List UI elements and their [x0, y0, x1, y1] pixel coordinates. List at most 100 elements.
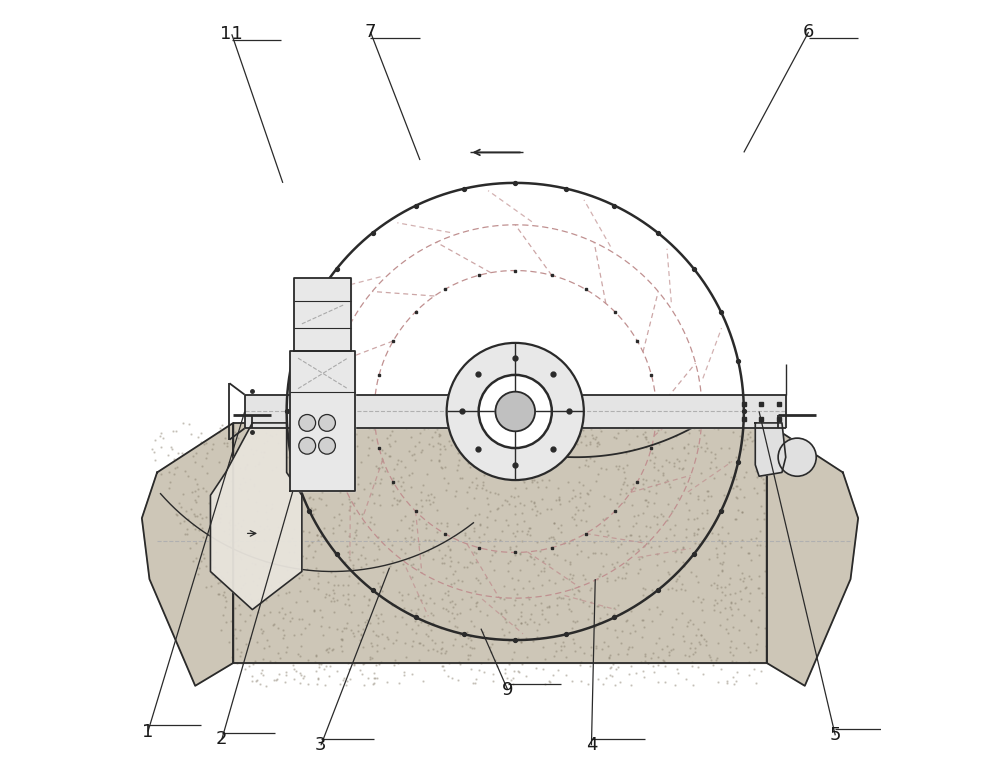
Point — [675, 629, 691, 642]
Point — [536, 565, 552, 578]
Point — [366, 537, 382, 549]
Point — [757, 436, 773, 448]
Point — [291, 572, 307, 584]
Point — [614, 572, 630, 584]
Point — [387, 435, 403, 447]
Point — [599, 623, 615, 635]
Point — [718, 623, 734, 635]
Point — [681, 649, 697, 661]
Circle shape — [778, 438, 816, 476]
Point — [284, 484, 300, 496]
Point — [319, 643, 335, 655]
Point — [513, 636, 529, 648]
Point — [635, 582, 651, 594]
Point — [282, 535, 298, 547]
Point — [588, 642, 604, 654]
Point — [517, 616, 533, 628]
Point — [730, 603, 746, 615]
Point — [471, 664, 487, 677]
Point — [717, 581, 733, 593]
Point — [593, 425, 609, 437]
Point — [301, 618, 317, 630]
Point — [270, 437, 286, 449]
Point — [223, 534, 239, 546]
Point — [232, 624, 248, 636]
Point — [394, 610, 410, 623]
Point — [424, 431, 440, 443]
Point — [303, 502, 319, 514]
Point — [719, 677, 735, 689]
Point — [437, 461, 453, 473]
Point — [644, 584, 660, 596]
Point — [232, 608, 248, 620]
Point — [331, 519, 347, 531]
Point — [161, 482, 177, 495]
Point — [437, 587, 453, 599]
Point — [467, 677, 483, 689]
Point — [234, 657, 250, 669]
Point — [486, 540, 502, 552]
Point — [452, 472, 468, 485]
Point — [374, 443, 390, 456]
Point — [654, 643, 670, 655]
Point — [183, 427, 199, 440]
Point — [215, 572, 231, 584]
Point — [674, 578, 690, 591]
Point — [340, 546, 356, 559]
Point — [279, 573, 295, 585]
Point — [501, 439, 517, 451]
Point — [288, 596, 304, 608]
Point — [548, 421, 564, 433]
Point — [572, 487, 588, 499]
Point — [657, 476, 673, 488]
Point — [341, 504, 357, 517]
Point — [520, 591, 536, 603]
Point — [533, 565, 549, 577]
Point — [452, 445, 468, 457]
Point — [341, 599, 357, 611]
Point — [499, 495, 515, 507]
Point — [699, 504, 715, 516]
Point — [356, 591, 372, 603]
Point — [612, 676, 628, 688]
Point — [219, 566, 235, 578]
Point — [307, 545, 323, 557]
Point — [423, 607, 439, 619]
Point — [368, 460, 384, 472]
Point — [691, 636, 707, 648]
Point — [572, 491, 588, 504]
Point — [684, 656, 700, 668]
Point — [321, 589, 337, 601]
Point — [742, 431, 758, 443]
Point — [199, 447, 215, 459]
Point — [191, 524, 207, 536]
Point — [561, 573, 577, 585]
Point — [466, 491, 482, 504]
Point — [219, 437, 235, 450]
Point — [741, 668, 757, 680]
Point — [282, 446, 298, 458]
Point — [282, 606, 298, 618]
Point — [630, 509, 646, 521]
Point — [643, 443, 659, 455]
Point — [509, 588, 525, 600]
Point — [344, 434, 360, 446]
Point — [247, 559, 263, 571]
Point — [350, 625, 366, 637]
Point — [645, 648, 661, 660]
Point — [370, 462, 386, 474]
Point — [160, 449, 176, 461]
Point — [466, 525, 482, 537]
Point — [561, 593, 577, 605]
Point — [588, 475, 604, 487]
Point — [447, 565, 463, 578]
Point — [468, 572, 484, 584]
Point — [254, 627, 270, 639]
Point — [370, 629, 386, 642]
Point — [297, 622, 313, 634]
Point — [583, 582, 599, 594]
Point — [592, 525, 608, 537]
Point — [180, 470, 196, 482]
Point — [736, 434, 752, 446]
Point — [542, 429, 558, 441]
